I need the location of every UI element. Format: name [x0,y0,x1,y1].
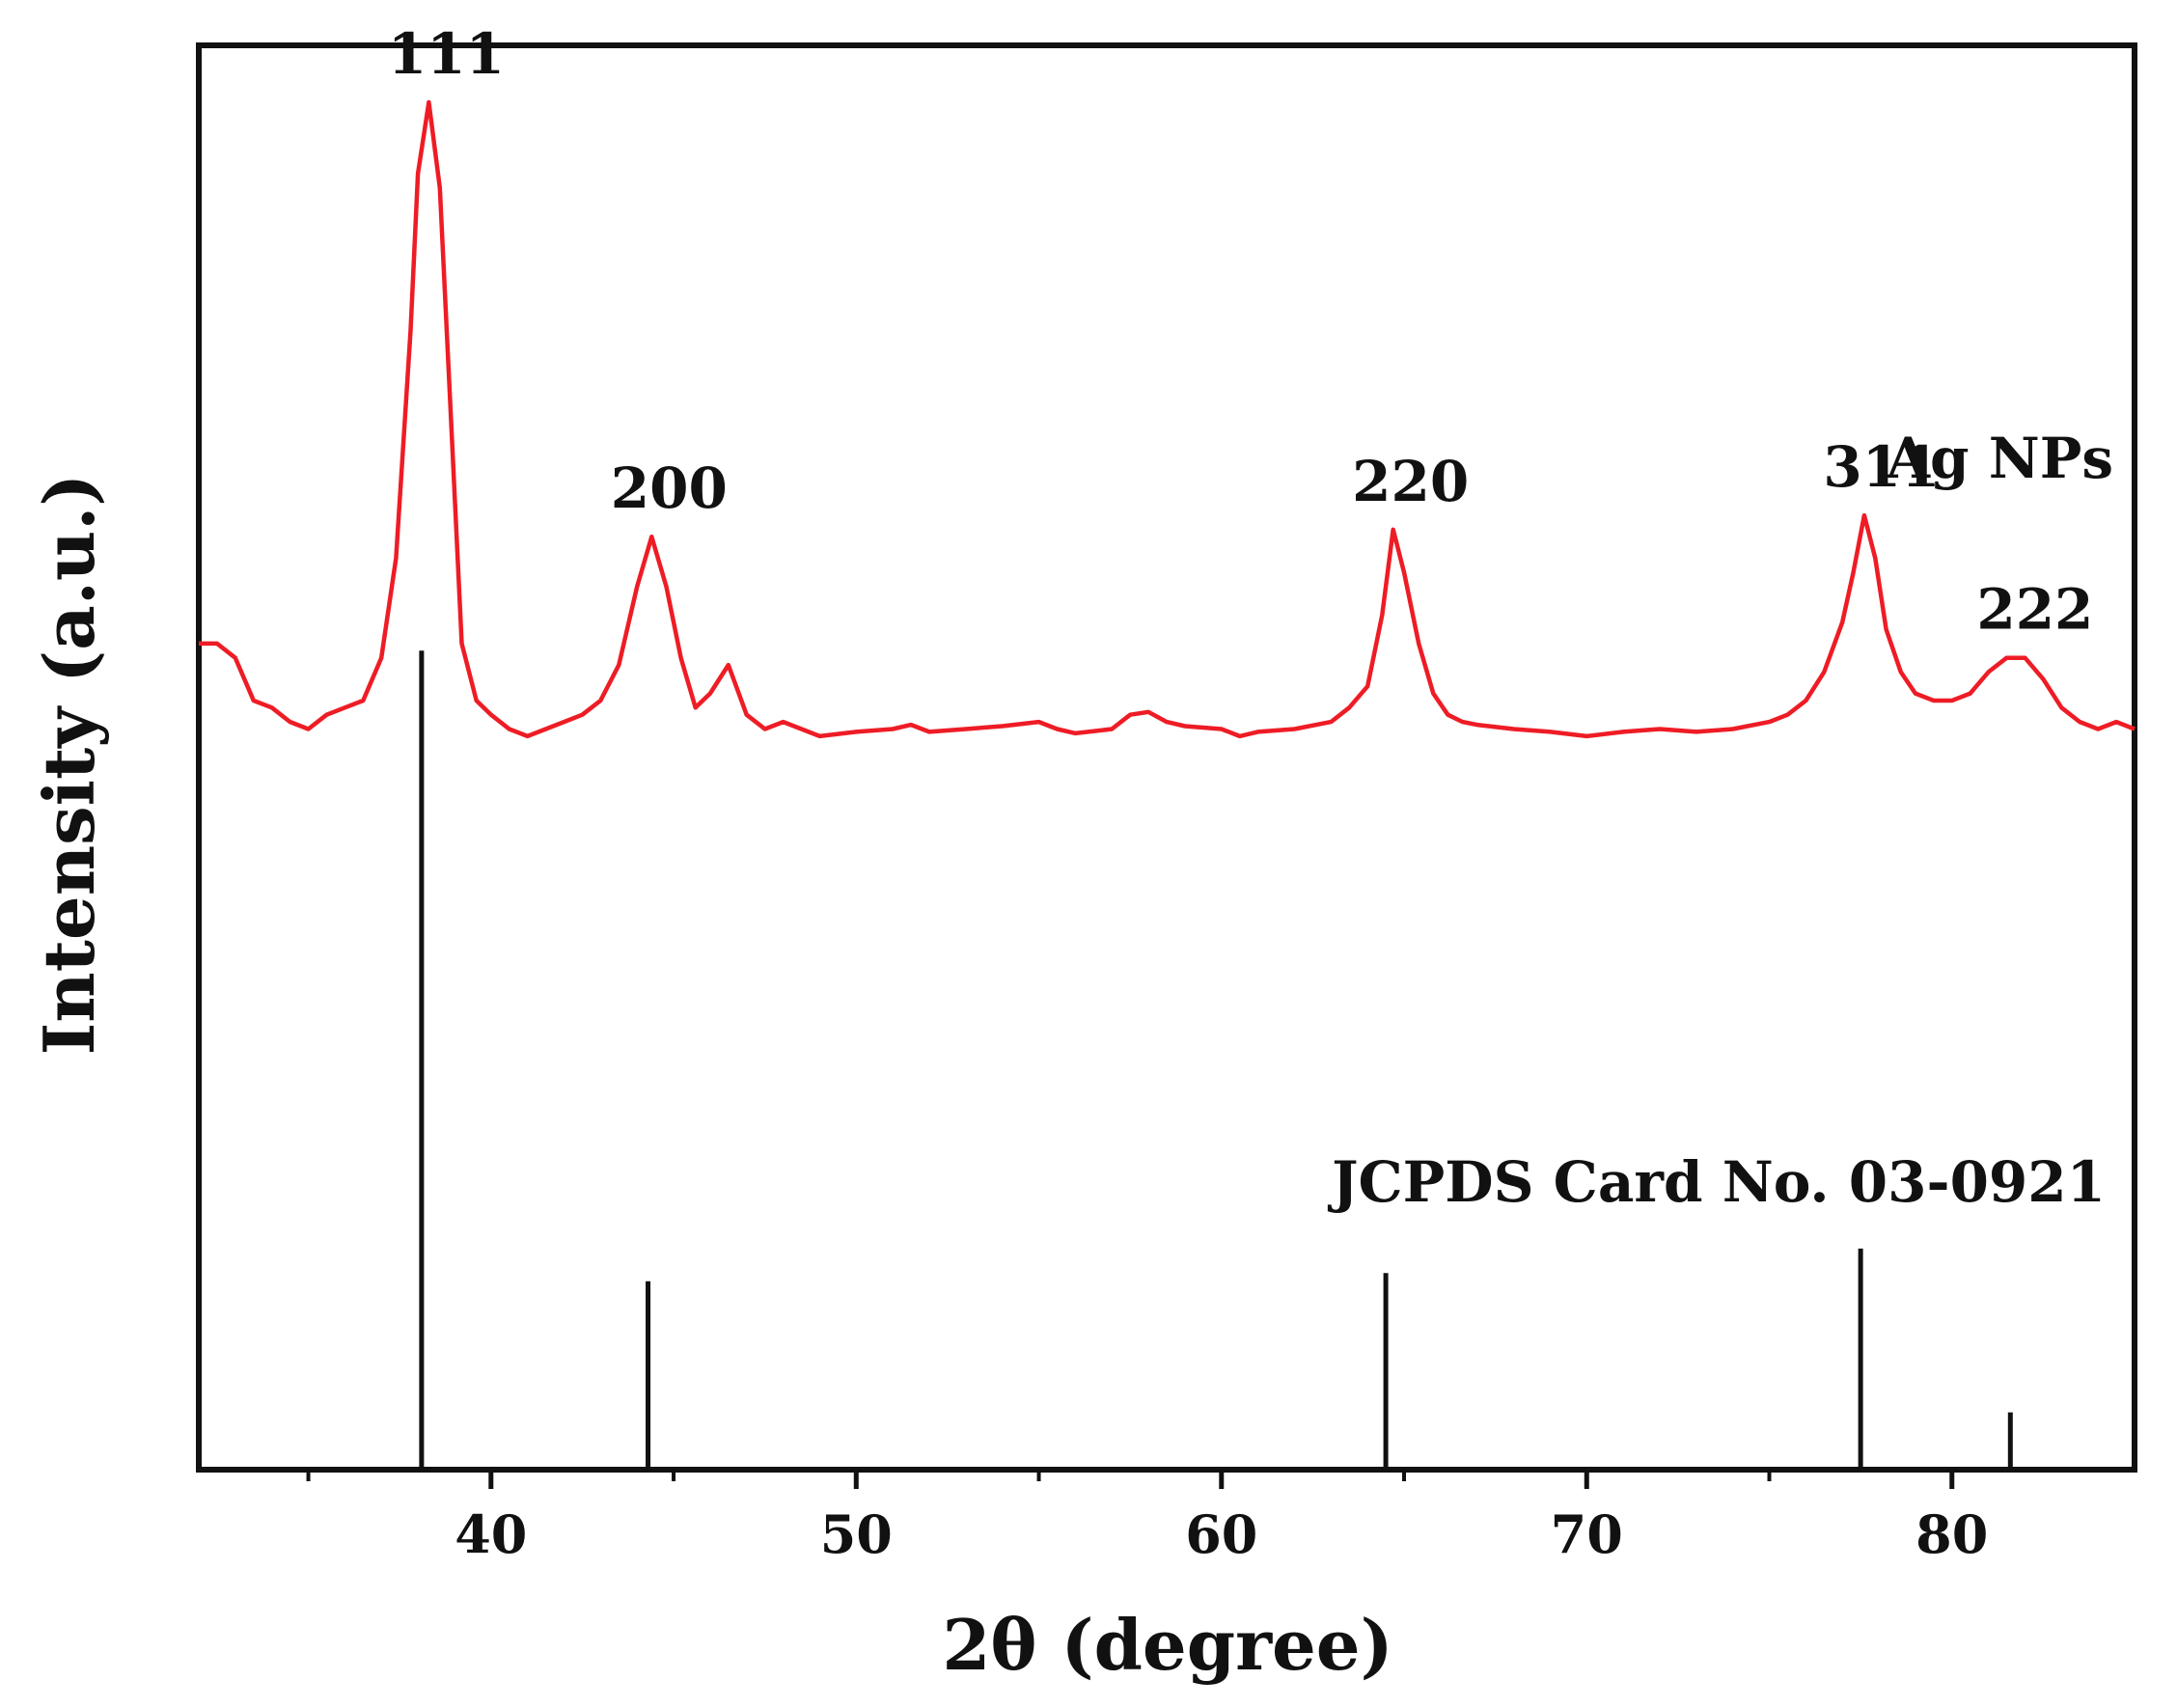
peak-label: 311 [1823,434,1940,500]
peak-labels: 111 200 220 311 222 [388,21,2094,643]
peak-label: 222 [1976,577,2093,643]
series-label-ag-nps: Ag NPs [1886,426,2113,491]
series-label-jcpds: JCPDS Card No. 03-0921 [1327,1149,2106,1215]
peak-label: 111 [388,21,505,87]
y-axis-title: Intensity (a.u.) [28,474,110,1056]
x-tick-label: 50 [820,1503,893,1565]
x-axis-title: 2θ (degree) [942,1604,1392,1686]
x-tick-label: 80 [1915,1503,1988,1565]
x-tick-label: 70 [1551,1503,1623,1565]
x-tick-label: 60 [1185,1503,1257,1565]
peak-label: 220 [1352,449,1469,514]
x-axis-ticks: 40 50 60 70 80 [306,1470,1988,1565]
plot-frame [196,42,2137,1473]
peak-label: 200 [611,455,728,521]
x-tick-label: 40 [455,1503,527,1565]
reference-sticks [419,650,2013,1470]
ag-nps-curve [199,99,2136,739]
